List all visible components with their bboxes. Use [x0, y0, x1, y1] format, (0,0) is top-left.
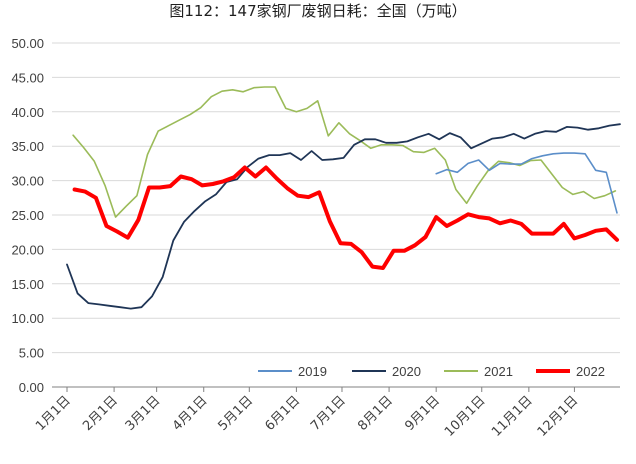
y-tick-label: 50.00 [11, 36, 44, 51]
y-tick-label: 35.00 [11, 139, 44, 154]
series-lines [66, 86, 621, 310]
legend-label-2021: 2021 [484, 364, 513, 379]
x-tick-label: 7月1日 [308, 393, 349, 434]
y-tick-label: 5.00 [19, 346, 44, 361]
y-axis-ticks: 0.00 5.00 10.00 15.00 20.00 25.00 30.00 35.00 40… [11, 36, 44, 395]
x-tick-label: 2月1日 [80, 393, 121, 434]
chart-title: 图112：147家钢厂废钢日耗：全国（万吨） [169, 2, 467, 20]
x-axis: 1月1日 2月1日 3月1日 4月1日 5月1日 6月1日 7月1日 8月1日 9月1日 10月1… [33, 386, 620, 440]
y-tick-label: 30.00 [11, 174, 44, 189]
x-tick-label: 4月1日 [170, 393, 211, 434]
legend-label-2020: 2020 [392, 364, 421, 379]
x-tick-label: 12月1日 [535, 393, 582, 440]
series-line-2021 [72, 86, 617, 218]
legend-label-2019: 2019 [298, 364, 327, 379]
y-tick-label: 15.00 [11, 277, 44, 292]
y-tick-label: 0.00 [19, 380, 44, 395]
x-tick-label: 9月1日 [402, 393, 443, 434]
y-tick-label: 40.00 [11, 105, 44, 120]
series-line-2020 [66, 123, 621, 310]
y-tick-label: 45.00 [11, 70, 44, 85]
y-tick-label: 10.00 [11, 311, 44, 326]
x-tick-label: 11月1日 [489, 393, 536, 440]
x-tick-label: 1月1日 [33, 393, 74, 434]
series-line-2022 [72, 165, 619, 270]
x-tick-label: 8月1日 [355, 393, 396, 434]
y-tick-label: 25.00 [11, 208, 44, 223]
x-tick-label: 3月1日 [123, 393, 164, 434]
series-line-2019 [435, 152, 618, 214]
legend: 2019 2020 2021 2022 [258, 364, 605, 379]
x-tick-label: 10月1日 [442, 393, 489, 440]
gridlines [52, 42, 620, 354]
legend-label-2022: 2022 [576, 364, 605, 379]
y-tick-label: 20.00 [11, 242, 44, 257]
x-tick-label: 6月1日 [263, 393, 304, 434]
x-tick-label: 5月1日 [215, 393, 256, 434]
